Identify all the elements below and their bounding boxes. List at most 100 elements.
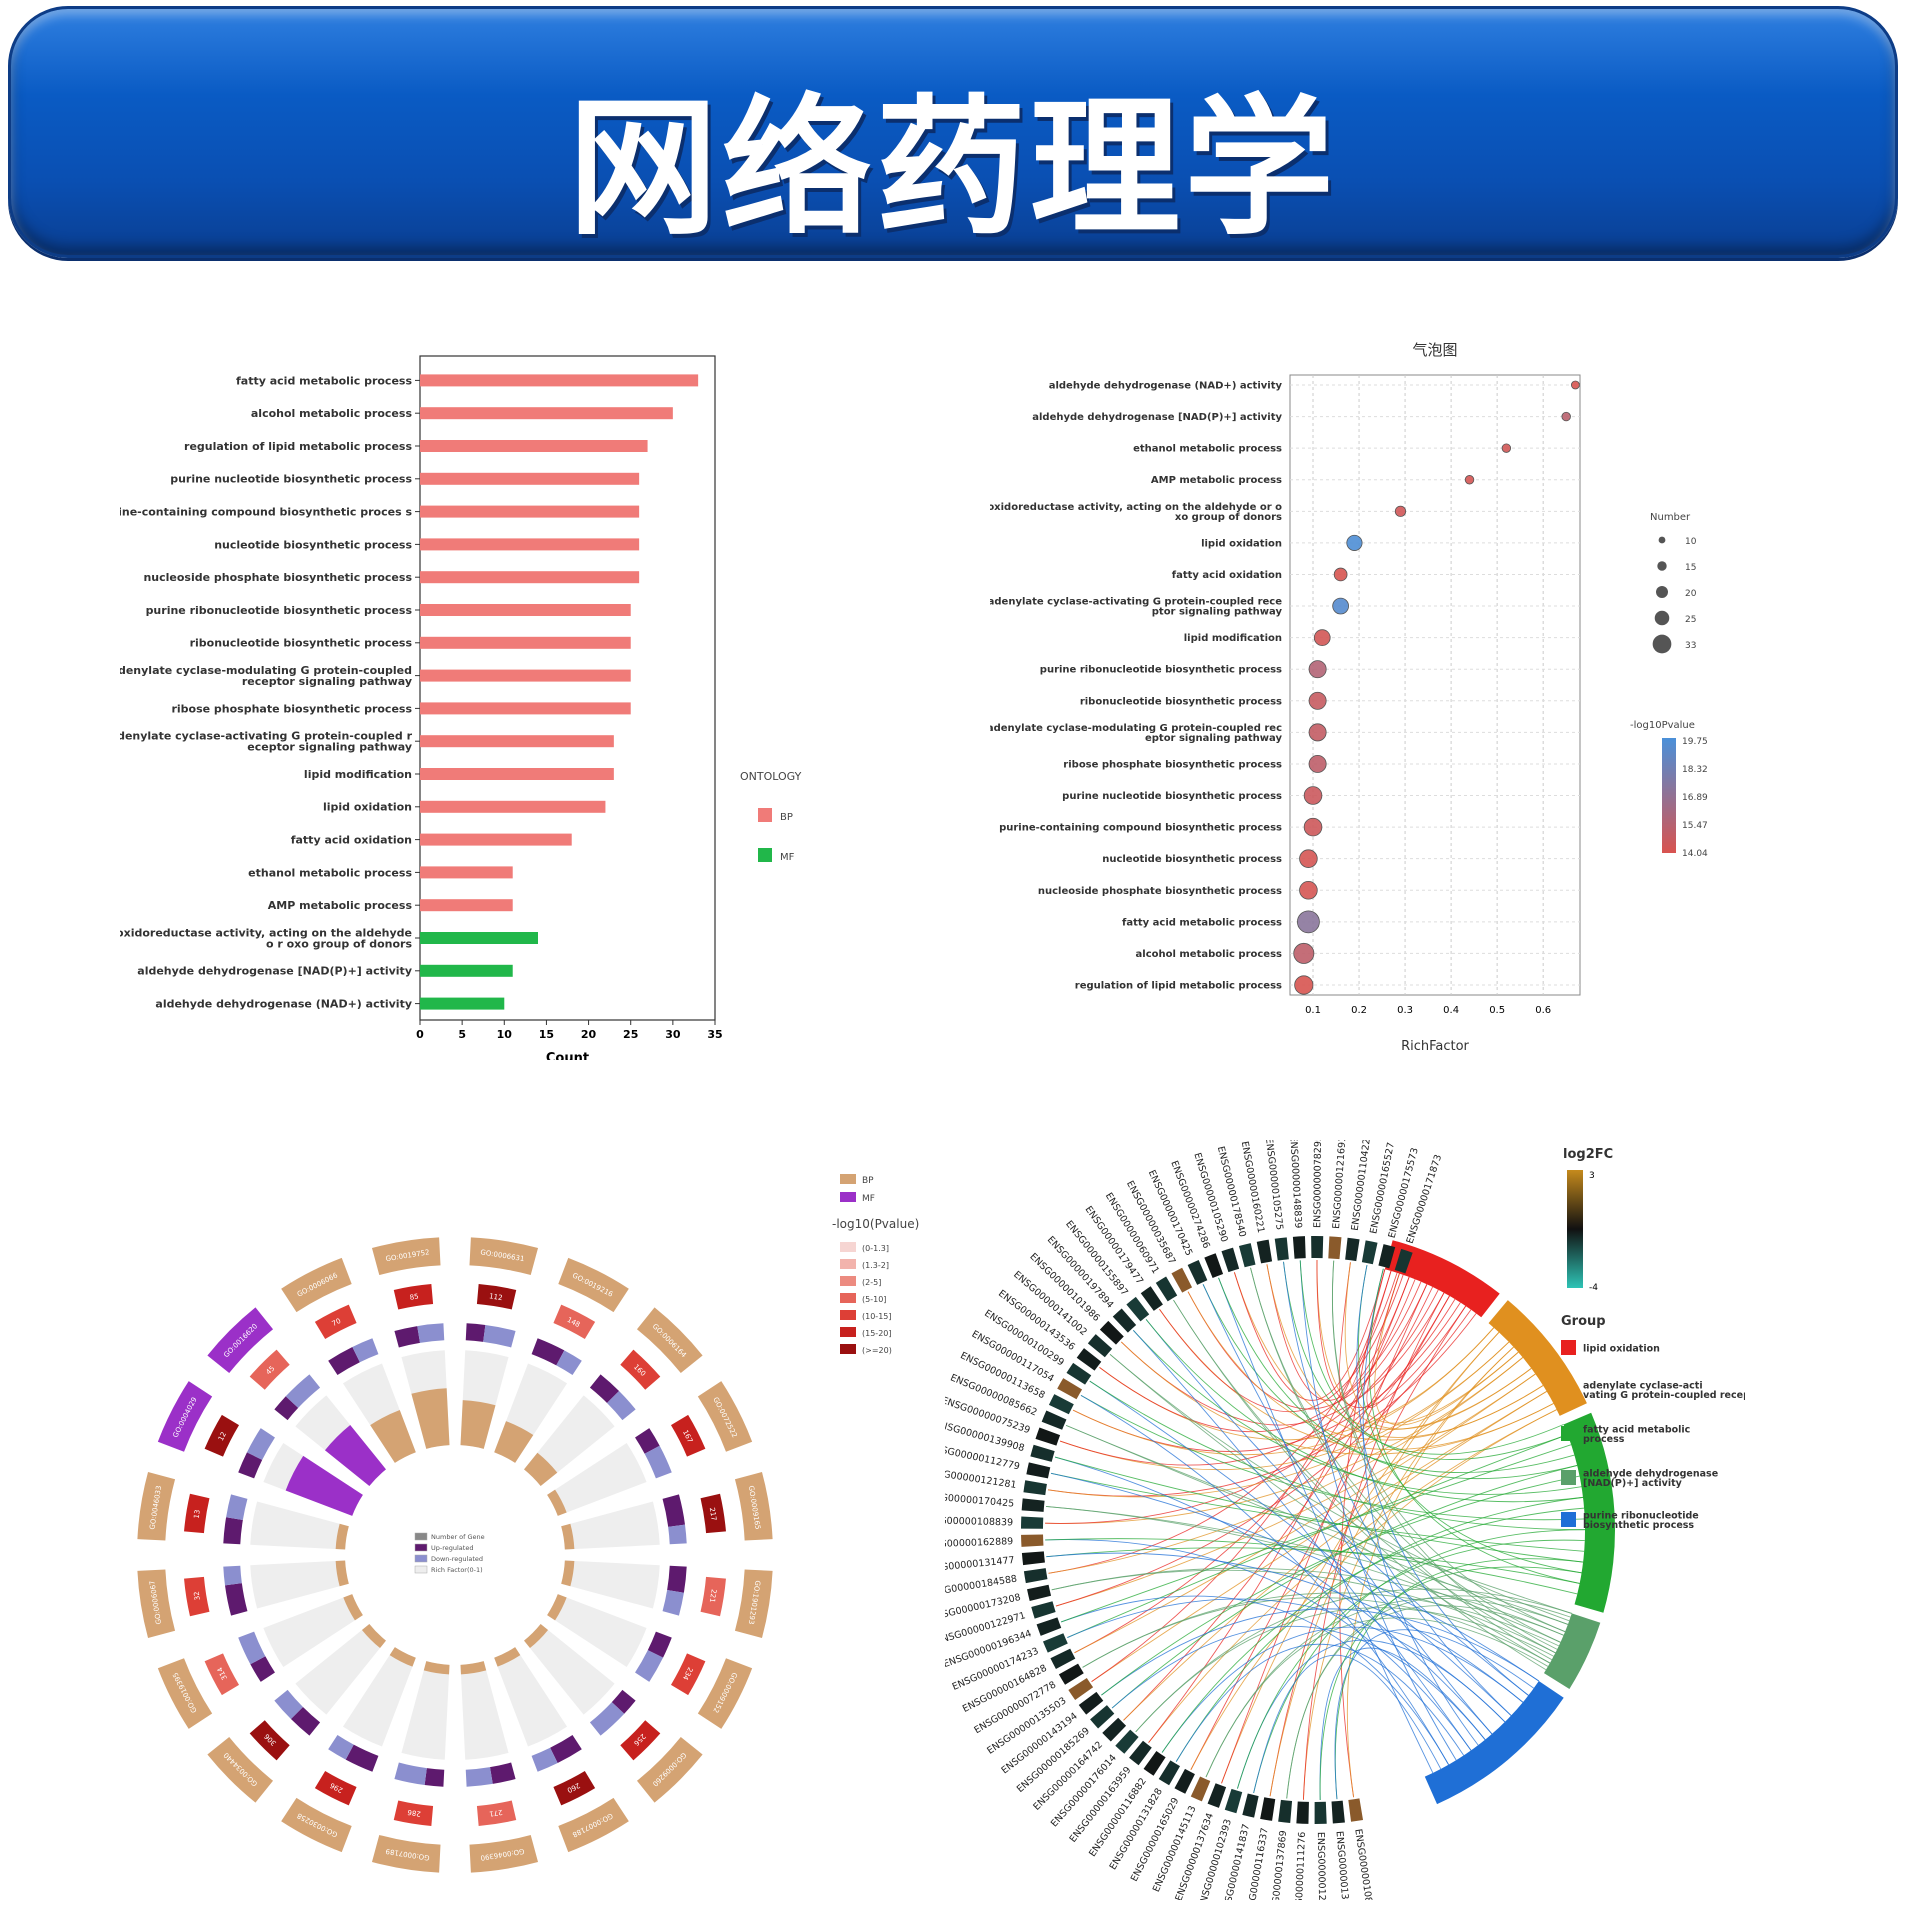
chord-link (1266, 1264, 1410, 1401)
rich-factor-bar (324, 1424, 386, 1486)
outer-ring-segment (469, 1834, 539, 1873)
rich-factor-bg (561, 1501, 660, 1550)
gene-block (1256, 1239, 1273, 1264)
log2fc-legend-title: log2FC (1563, 1147, 1613, 1162)
gene-label: ENSG00000121691 (1331, 1140, 1348, 1229)
rich-factor-bar (335, 1560, 349, 1587)
category-label-line: ethanol metabolic process (1133, 444, 1282, 455)
chord-link (1159, 1274, 1404, 1413)
chord-link (1286, 1605, 1564, 1799)
down-regulated-arc (668, 1524, 687, 1545)
gene-label: ENSG00000105275 (1263, 1140, 1285, 1231)
chord-link (1233, 1269, 1386, 1401)
category-label: oxidoreductase activity, acting on the a… (990, 502, 1282, 523)
category-label-line: regulation of lipid metabolic process (184, 440, 412, 453)
x-tick-label: 0.1 (1305, 1005, 1321, 1016)
rich-factor-bar (389, 1647, 416, 1667)
size-legend-label: 33 (1685, 641, 1696, 651)
category-label-line: ethanol metabolic process (248, 866, 412, 879)
count-box (700, 1493, 726, 1534)
gene-block (1048, 1394, 1074, 1415)
category-label-line: alcohol metabolic process (1136, 949, 1283, 960)
legend-label: MF (780, 852, 795, 863)
rich-factor-bar (494, 1421, 534, 1463)
group-label: adenylate cyclase-acti vating G protein-c… (1583, 1381, 1745, 1402)
down-regulated-arc (465, 1767, 493, 1787)
category-label-line: lipid modification (1184, 633, 1282, 644)
category-label-line: ribose phosphate biosynthetic process (171, 702, 412, 715)
group-label-line: adenylate cyclase-acti (1583, 1381, 1703, 1392)
chord-link (1334, 1558, 1584, 1800)
chord-link (1132, 1329, 1472, 1751)
bar (420, 571, 640, 584)
rich-factor-bg (561, 1560, 660, 1609)
bubble (1308, 723, 1327, 742)
count-box (553, 1770, 596, 1806)
category-label-line: nucleotide biosynthetic process (214, 538, 412, 551)
rich-factor-bar (460, 1661, 487, 1675)
legend-swatch (840, 1174, 856, 1184)
gene-block (1296, 1801, 1309, 1824)
up-regulated-arc (662, 1494, 686, 1527)
category-label: fatty acid metabolic process (1122, 917, 1282, 928)
bubble (1308, 691, 1327, 710)
up-regulated-arc (647, 1631, 672, 1658)
bubble (1308, 754, 1327, 773)
category-label-line: eceptor signaling pathway (247, 741, 412, 754)
chord-link (1120, 1292, 1445, 1426)
bubble (1346, 534, 1363, 551)
rich-factor-bar (423, 1661, 450, 1675)
up-regulated-arc (394, 1326, 421, 1348)
category-label-line: AMP metabolic process (268, 899, 413, 912)
group-swatch (1561, 1382, 1576, 1397)
outer-ring-segment (157, 1381, 213, 1452)
chord-link (1109, 1353, 1551, 1664)
pvalue-swatch (840, 1344, 856, 1354)
bar (420, 374, 699, 387)
gene-block (1260, 1797, 1276, 1821)
chord-link (1060, 1444, 1572, 1623)
category-label: purine ribonucleotide biosynthetic proce… (1040, 665, 1282, 676)
category-label: nucleoside phosphate biosynthetic proces… (143, 571, 412, 584)
up-regulated-arc (223, 1517, 243, 1545)
center-legend-label: Rich Factor(0-1) (431, 1566, 483, 1574)
bubble (1313, 629, 1331, 646)
chord-link (1253, 1529, 1586, 1794)
down-regulated-arc (635, 1650, 664, 1682)
chord-link (1202, 1284, 1493, 1735)
x-tick-label: 15 (539, 1028, 554, 1041)
category-label-line: adenylate cyclase-activating G protein-c… (990, 597, 1282, 608)
category-label: adenylate cyclase-modulating G protein-c… (120, 664, 412, 688)
rich-factor-bg (295, 1624, 386, 1715)
gene-label: ENSG00000121281 (945, 1466, 1017, 1491)
chord-link (1218, 1277, 1578, 1480)
gene-block (1023, 1480, 1047, 1496)
rich-factor-bar (411, 1388, 450, 1449)
chord-link (1059, 1289, 1439, 1466)
group-label-line: vating G protein-coupled receptor signal… (1583, 1390, 1745, 1401)
group-swatch (1561, 1340, 1576, 1355)
category-label-line: xo group of donors (1175, 512, 1282, 523)
category-label: lipid modification (1184, 633, 1282, 644)
up-regulated-arc (465, 1323, 486, 1342)
count-box (620, 1720, 661, 1761)
down-regulated-arc (394, 1762, 427, 1786)
gene-label: ENSG00000108602 (1352, 1828, 1376, 1900)
rich-factor-bar (561, 1523, 575, 1550)
gene-block (1102, 1717, 1127, 1742)
chord-link (1299, 1260, 1568, 1460)
chord-link (1218, 1277, 1434, 1774)
pvalue-swatch (840, 1293, 856, 1303)
bar (420, 735, 614, 748)
category-label: fatty acid oxidation (1172, 570, 1282, 581)
count-box (204, 1414, 240, 1457)
pvalue-swatch (840, 1242, 856, 1252)
chord-link (1045, 1357, 1524, 1524)
gene-block (1207, 1783, 1227, 1808)
category-label: purine-containing compound biosynthetic … (120, 505, 412, 518)
category-label: purine-containing compound biosynthetic … (999, 823, 1282, 834)
chord-link (1283, 1261, 1512, 1716)
chord-link (1054, 1456, 1584, 1563)
rich-factor-bg (401, 1661, 450, 1760)
size-legend-dot (1658, 536, 1666, 544)
